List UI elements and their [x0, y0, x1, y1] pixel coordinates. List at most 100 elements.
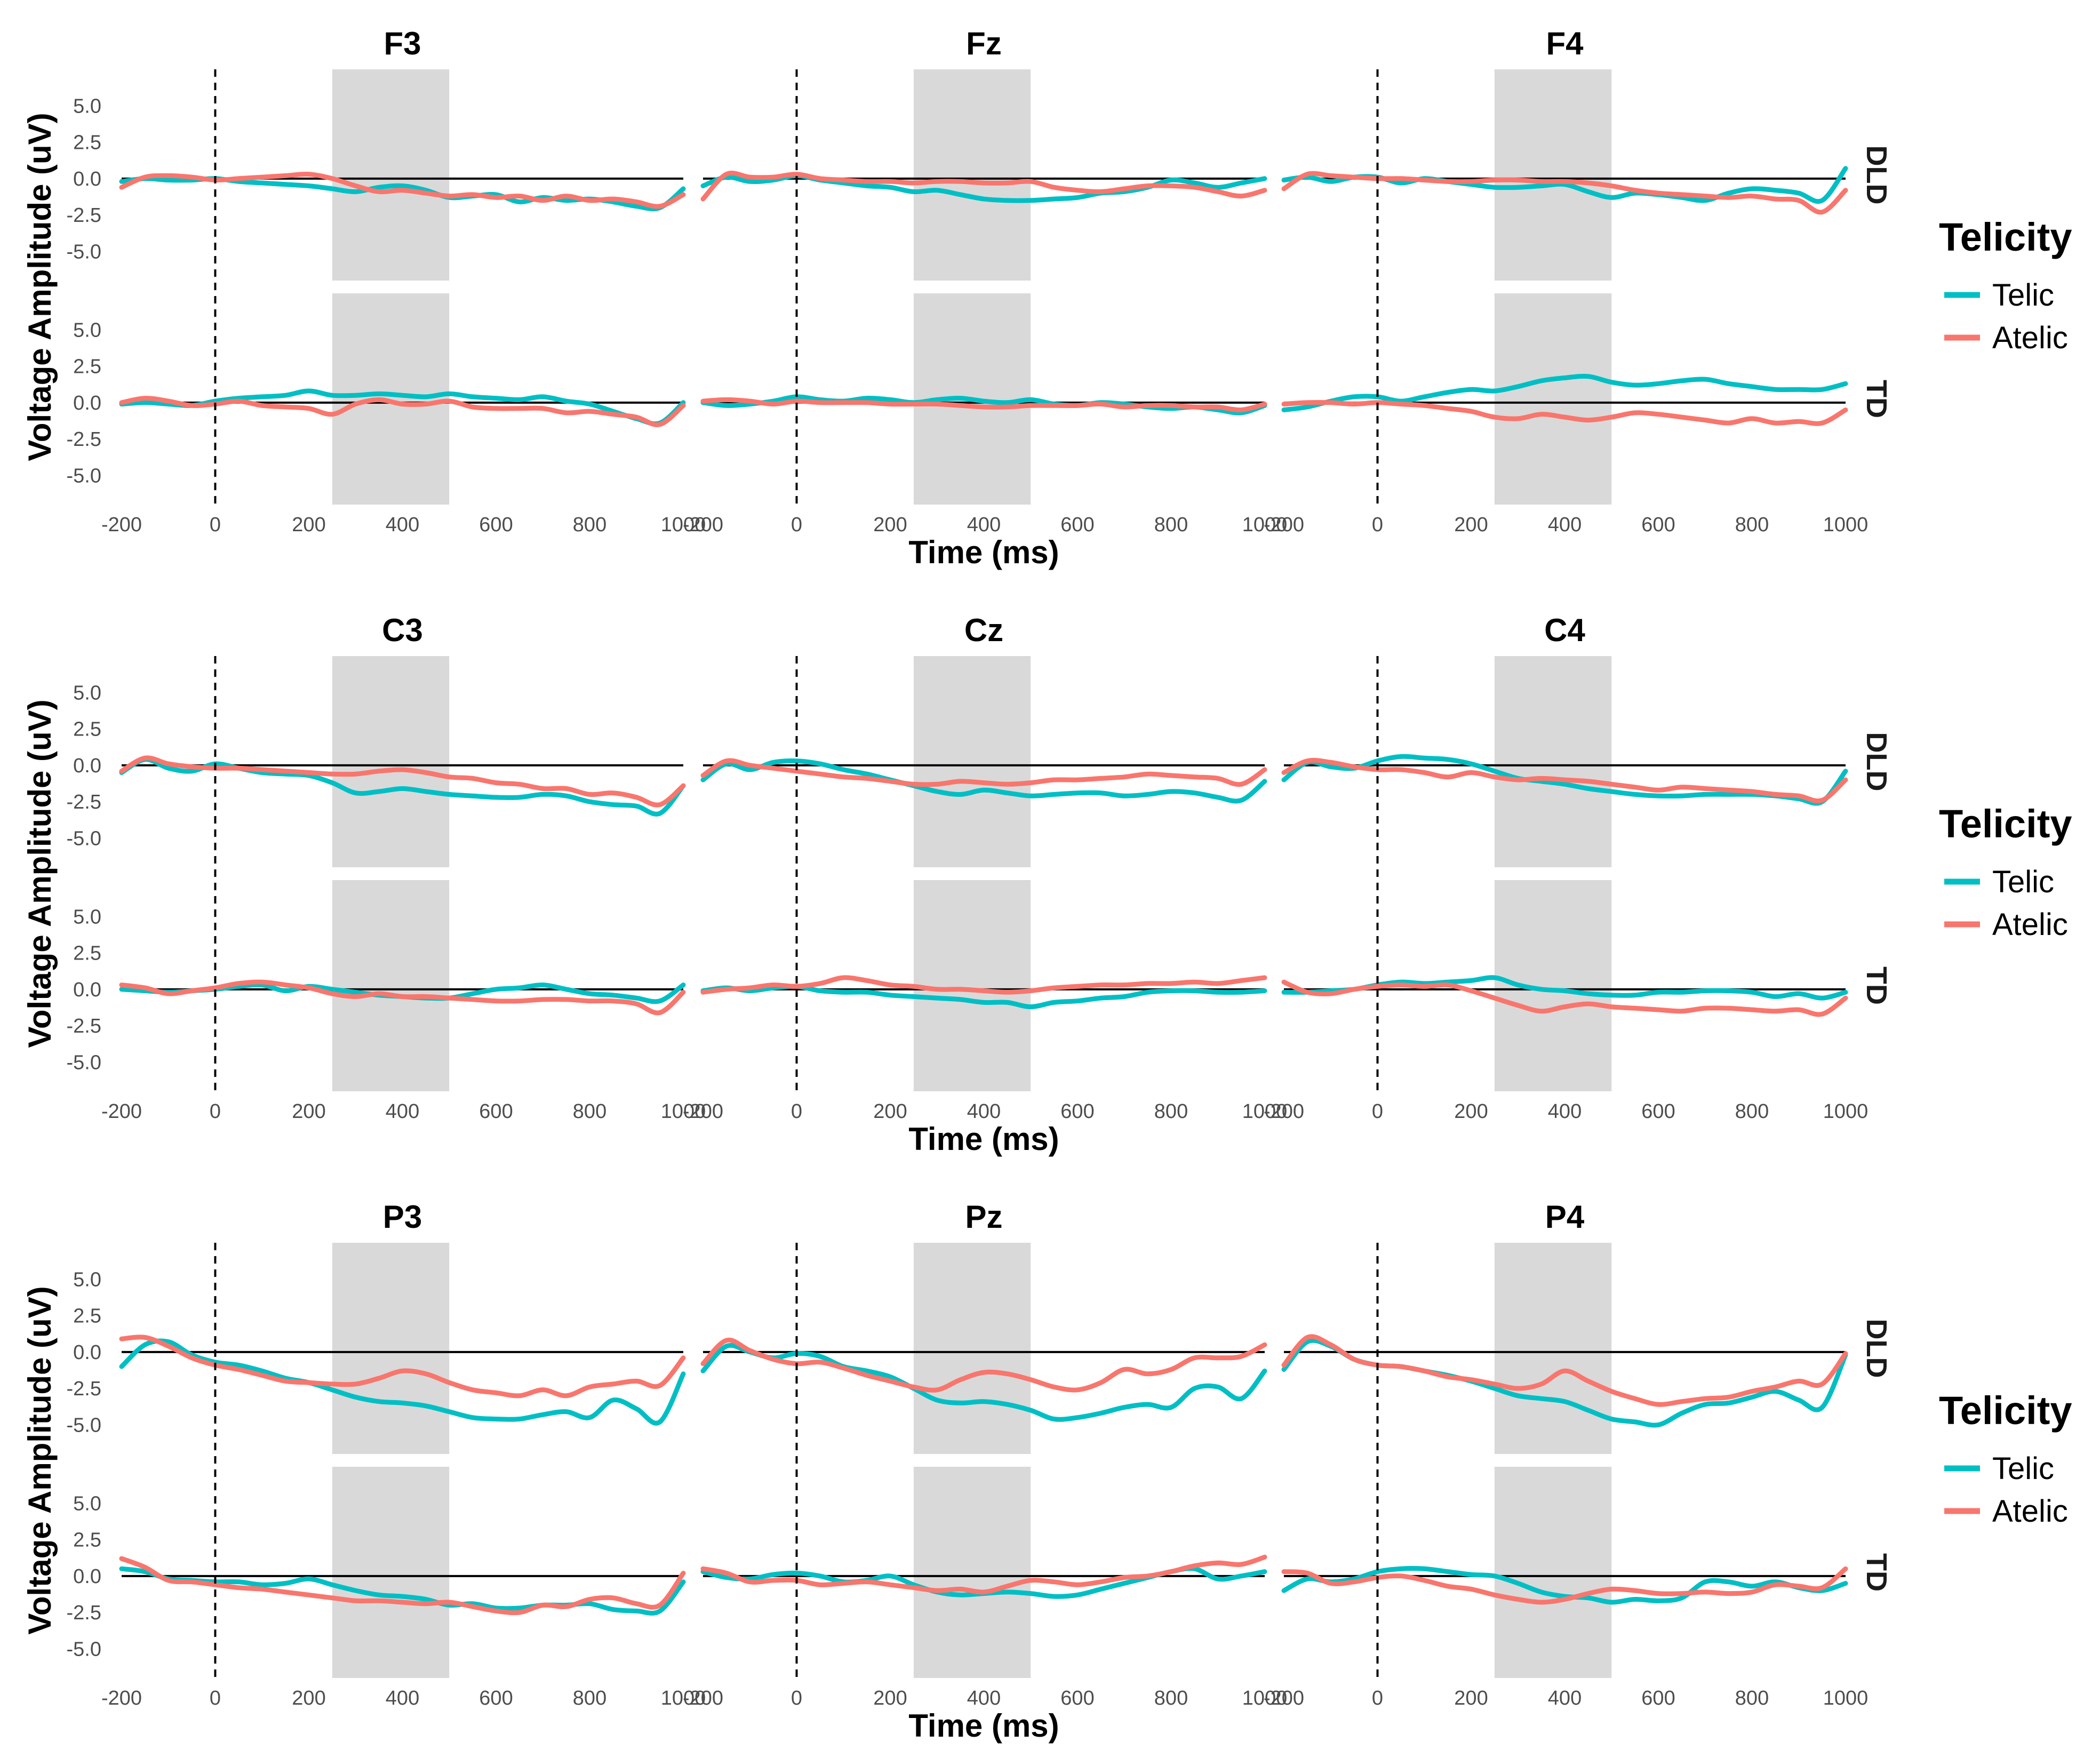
- x-tick-label: -200: [683, 1687, 723, 1709]
- y-axis-title: Voltage Amplitude (uV): [22, 699, 58, 1048]
- subpanel-F3-TD: 5.0 2.5 0.0 -2.5 -5.0: [67, 293, 686, 505]
- subpanel-Cz-TD: [700, 880, 1267, 1091]
- analysis-window: [913, 1467, 1031, 1678]
- y-tick-label: 2.5: [73, 718, 101, 741]
- y-tick-label: -5.0: [67, 1051, 101, 1074]
- panel-C4: C4 DLD TD -200 0 200 400 600 800 1000: [1264, 612, 1893, 1123]
- x-tick-label: 400: [967, 514, 1001, 536]
- subpanel-Pz-DLD: [700, 1243, 1267, 1454]
- x-tick-label: 200: [873, 514, 907, 536]
- y-tick-label: -2.5: [67, 791, 101, 813]
- x-tick-label: 0: [210, 1100, 221, 1123]
- facet-strip-TD: TD: [1861, 966, 1893, 1005]
- y-tick-label: -5.0: [67, 1414, 101, 1436]
- x-tick-label: 200: [292, 514, 325, 536]
- subpanel-C3-TD: 5.0 2.5 0.0 -2.5 -5.0: [67, 880, 686, 1091]
- subpanel-C4-TD: TD: [1281, 880, 1893, 1091]
- x-tick-label: 1000: [1242, 514, 1288, 536]
- subpanel-P3-TD: 5.0 2.5 0.0 -2.5 -5.0: [67, 1467, 686, 1678]
- figure-row-1: Voltage Amplitude (uV) F3 5.0 2.5 0.0 -2.5 -5.…: [22, 26, 2072, 570]
- x-tick-label: -200: [101, 1687, 142, 1709]
- series-line-atelic-F4-TD: [1281, 400, 1848, 426]
- series-line-telic-Cz-DLD: [700, 758, 1267, 804]
- analysis-window: [332, 69, 450, 281]
- x-tick-label: 0: [791, 514, 802, 536]
- analysis-window: [913, 1243, 1031, 1454]
- y-tick-label: 5.0: [73, 682, 101, 704]
- x-tick-label: 1000: [1242, 1100, 1288, 1123]
- panel-Fz: Fz -200 0 200 400 600 800 1000: [683, 26, 1287, 536]
- y-tick-label: 2.5: [73, 1305, 101, 1328]
- subpanel-Fz-TD: [700, 293, 1267, 505]
- figure-row-3: Voltage Amplitude (uV) P3 5.0 2.5 0.0 -2.5 -5.…: [22, 1199, 2072, 1744]
- x-tick-label: 800: [573, 1100, 606, 1123]
- series-line-atelic-Fz-TD: [700, 397, 1267, 413]
- analysis-window: [1494, 293, 1612, 505]
- y-axis-title: Voltage Amplitude (uV): [22, 113, 58, 461]
- x-tick-label: 200: [292, 1687, 325, 1709]
- panel-F3: F3 5.0 2.5 0.0 -2.5 -5.0 5.0 2.5 0.0 -2.5 -5.0 -200…: [67, 26, 706, 536]
- panel-P4: P4 DLD TD -200 0 200 400 600 800 1000: [1264, 1199, 1893, 1709]
- legend-title: Telicity: [1939, 802, 2072, 846]
- x-tick-label: 800: [1154, 1100, 1188, 1123]
- x-tick-label: -200: [683, 1100, 723, 1123]
- y-tick-label: 5.0: [73, 1492, 101, 1515]
- x-tick-label: 200: [873, 1100, 907, 1123]
- x-tick-label: -200: [101, 514, 142, 536]
- x-tick-label: -200: [1264, 1100, 1304, 1123]
- analysis-window: [332, 1467, 450, 1678]
- panel-Cz: Cz -200 0 200 400 600 800 1000: [683, 612, 1287, 1123]
- y-tick-label: -2.5: [67, 1602, 101, 1624]
- y-tick-label: 5.0: [73, 319, 101, 341]
- analysis-window: [1494, 69, 1612, 281]
- x-tick-label: -200: [1264, 514, 1304, 536]
- x-tick-label: 1000: [1823, 514, 1869, 536]
- panel-title-C4: C4: [1544, 612, 1585, 648]
- panel-title-P3: P3: [383, 1199, 422, 1235]
- subpanel-Pz-TD: [700, 1467, 1267, 1678]
- x-tick-label: 400: [1548, 1687, 1582, 1709]
- analysis-window: [332, 293, 450, 505]
- panel-title-Cz: Cz: [964, 612, 1003, 648]
- x-tick-label: 200: [1454, 1687, 1488, 1709]
- x-tick-label: 0: [791, 1100, 802, 1123]
- x-tick-label: 600: [479, 1100, 513, 1123]
- x-tick-label: -200: [101, 1100, 142, 1123]
- y-tick-label: -5.0: [67, 827, 101, 850]
- subpanel-F4-TD: TD: [1281, 293, 1893, 505]
- y-tick-label: 0.0: [73, 392, 101, 414]
- x-tick-label: 600: [479, 1687, 513, 1709]
- x-tick-label: 600: [479, 514, 513, 536]
- y-tick-label: 0.0: [73, 979, 101, 1001]
- y-tick-label: -2.5: [67, 1015, 101, 1037]
- subpanel-C4-DLD: DLD: [1281, 656, 1893, 867]
- legend-label-atelic: Atelic: [1992, 321, 2068, 355]
- x-tick-label: 800: [1735, 1687, 1769, 1709]
- panel-title-Fz: Fz: [966, 26, 1002, 61]
- panel-title-C3: C3: [382, 612, 423, 648]
- x-tick-label: 0: [210, 514, 221, 536]
- x-tick-label: 200: [292, 1100, 325, 1123]
- x-tick-label: 0: [210, 1687, 221, 1709]
- y-tick-label: 2.5: [73, 356, 101, 378]
- legend-title: Telicity: [1939, 215, 2072, 259]
- y-tick-label: 5.0: [73, 1268, 101, 1291]
- panel-Pz: Pz -200 0 200 400 600 800 1000: [683, 1199, 1287, 1709]
- legend-label-atelic: Atelic: [1992, 907, 2068, 942]
- y-tick-label: 5.0: [73, 95, 101, 117]
- x-tick-label: 0: [791, 1687, 802, 1709]
- figure-row-2: Voltage Amplitude (uV) C3 5.0 2.5 0.0 -2.5 -5.…: [22, 612, 2072, 1157]
- y-tick-label: -2.5: [67, 204, 101, 227]
- series-line-telic-P4-TD: [1281, 1566, 1848, 1605]
- x-tick-label: 600: [1060, 1687, 1094, 1709]
- x-tick-label: 200: [873, 1687, 907, 1709]
- legend-label-telic: Telic: [1992, 278, 2054, 313]
- x-tick-label: 800: [1154, 514, 1188, 536]
- x-tick-label: 600: [1060, 1100, 1094, 1123]
- legend-title: Telicity: [1939, 1388, 2072, 1433]
- legend: Telicity Telic Atelic: [1939, 802, 2072, 942]
- subpanel-F4-DLD: DLD: [1281, 69, 1893, 281]
- subpanel-P4-TD: TD: [1281, 1467, 1893, 1678]
- analysis-window: [1494, 1467, 1612, 1678]
